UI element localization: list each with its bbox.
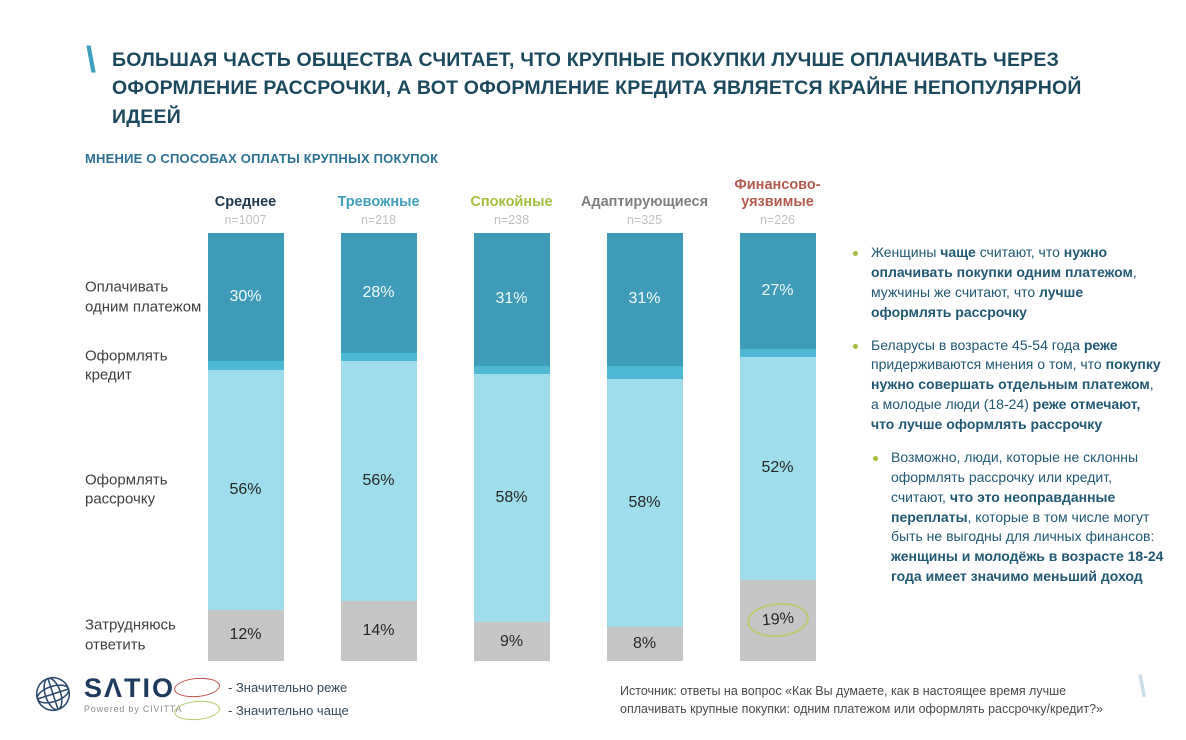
insight-bullet: Беларусы в возрасте 45-54 года реже прид…: [853, 336, 1165, 435]
stacked-bar-chart: Среднее n=1007 Тревожные n=218 Спокойные n=23…: [85, 174, 850, 661]
bullet-marker-icon: [853, 251, 858, 256]
globe-icon: [35, 676, 71, 712]
bar-segment: 52%: [739, 357, 816, 580]
insight-bullet: Возможно, люди, которые не склонны оформ…: [873, 448, 1165, 587]
bar-segment: 58%: [473, 374, 550, 623]
segment-value-label: 56%: [362, 472, 395, 490]
category-name: Среднее: [214, 193, 277, 210]
bullet-marker-icon: [853, 343, 858, 349]
segment-value-label: 28%: [362, 283, 395, 301]
sample-size: n=218: [360, 212, 397, 227]
segment-value-label: 12%: [229, 626, 262, 644]
answer-row-label: Затрудняюсь ответить: [85, 616, 176, 654]
legend-ellipse-icon: [173, 699, 221, 722]
stacked-bar: 30% 56% 12%: [207, 233, 284, 661]
source-note: Источник: ответы на вопрос «Как Вы думае…: [620, 684, 1103, 717]
legend: - Значительно реже - Значительно чаще: [173, 676, 349, 722]
segment-value-label: 31%: [628, 290, 661, 308]
bars-area: Оплачивать одним платежом Оформлять креди…: [85, 233, 850, 661]
segment-value-label: 56%: [229, 480, 262, 498]
category-header: Спокойные n=238: [445, 194, 578, 230]
bar-segment: 56%: [340, 361, 417, 602]
bar-column: 27% 52% 19%: [711, 233, 844, 661]
insight-text: Беларусы в возрасте 45-54 года реже прид…: [871, 336, 1161, 433]
bar-segment: 27%: [739, 233, 816, 349]
bar-segment: [473, 365, 550, 375]
insights-panel: Женщины чаще считают, что нужно оплачива…: [853, 243, 1165, 600]
bar-segment: 14%: [340, 601, 417, 661]
sample-size: n=226: [759, 212, 796, 227]
logo-tagline: Powered by CIVITTA: [84, 703, 183, 714]
bar-segment: 56%: [207, 369, 284, 610]
bar-segment: [739, 348, 816, 358]
chart-subtitle: МНЕНИЕ О СПОСОБАХ ОПЛАТЫ КРУПНЫХ ПОКУПОК: [85, 151, 439, 166]
row-labels-column: Оплачивать одним платежом Оформлять креди…: [85, 233, 201, 661]
category-name: Спокойные: [470, 193, 553, 210]
category-header: Адаптирующиеся n=325: [578, 194, 711, 230]
bar-segment: 19%: [739, 579, 816, 661]
bar-segment: 31%: [606, 233, 683, 366]
segment-value-label: 58%: [628, 493, 661, 511]
answer-row-label: Оплачивать одним платежом: [85, 278, 202, 316]
insight-bullet: Женщины чаще считают, что нужно оплачива…: [853, 243, 1165, 323]
footer-slash-mark: \: [1138, 670, 1147, 703]
bar-segment: 8%: [606, 626, 683, 661]
bar-segment: [340, 352, 417, 362]
category-name: Тревожные: [337, 193, 420, 210]
stacked-bar: 28% 56% 14%: [340, 233, 417, 661]
segment-value-label: 52%: [761, 459, 794, 477]
category-headers: Среднее n=1007 Тревожные n=218 Спокойные n=23…: [179, 174, 850, 230]
bar-column: 31% 58% 9%: [445, 233, 578, 661]
segment-value-label: 27%: [761, 281, 794, 299]
legend-ellipse-icon: [173, 676, 221, 699]
bar-column: 28% 56% 14%: [312, 233, 445, 661]
page-title: БОЛЬШАЯ ЧАСТЬ ОБЩЕСТВА СЧИТАЕТ, ЧТО КРУП…: [112, 49, 1082, 128]
bar-segment: [606, 365, 683, 379]
answer-row-label: Оформлять кредит: [85, 347, 168, 384]
bar-segment: 28%: [340, 233, 417, 353]
bar-segment: 30%: [207, 233, 284, 362]
significantly-more-ellipse: 19%: [745, 600, 810, 640]
legend-item: - Значительно реже: [173, 676, 349, 699]
bar-segment: 58%: [606, 378, 683, 627]
satio-logo: SΛTIO Powered by CIVITTA: [30, 671, 182, 717]
insight-text: Возможно, люди, которые не склонны оформ…: [891, 448, 1164, 585]
segment-value-label: 19%: [760, 609, 795, 630]
title-slash-mark: \: [86, 39, 97, 80]
stacked-bar: 31% 58% 9%: [473, 233, 550, 661]
category-header: Финансово-уязвимые n=226: [711, 177, 844, 230]
bar-segment: 12%: [207, 609, 284, 661]
bar-segment: [207, 361, 284, 370]
bar-column: 31% 58% 8%: [578, 233, 711, 661]
bullet-marker-icon: [873, 455, 878, 461]
legend-label: - Значительно реже: [228, 680, 348, 695]
segment-value-label: 14%: [362, 622, 395, 639]
sample-size: n=325: [626, 212, 663, 227]
logo-wordmark: SΛTIO: [84, 672, 176, 703]
bar-column: 30% 56% 12%: [179, 233, 312, 661]
bar-segment: 31%: [473, 233, 550, 366]
sample-size: n=1007: [224, 212, 267, 227]
stacked-bar: 31% 58% 8%: [606, 233, 683, 661]
insight-text: Женщины чаще считают, что нужно оплачива…: [871, 244, 1137, 320]
bar-segment: 9%: [473, 622, 550, 661]
segment-value-label: 30%: [229, 288, 262, 306]
category-name: Финансово-уязвимые: [734, 177, 821, 210]
category-name: Адаптирующиеся: [580, 193, 709, 210]
category-header: Среднее n=1007: [179, 194, 312, 230]
legend-label: - Значительно чаще: [228, 703, 349, 718]
segment-value-label: 58%: [495, 489, 528, 507]
answer-row-label: Оформлять рассрочку: [85, 471, 168, 508]
segment-value-label: 8%: [632, 634, 657, 652]
segment-value-label: 9%: [499, 632, 524, 650]
segment-value-label: 31%: [495, 290, 528, 308]
category-header: Тревожные n=218: [312, 194, 445, 230]
sample-size: n=238: [493, 212, 530, 227]
legend-item: - Значительно чаще: [173, 699, 349, 722]
stacked-bar: 27% 52% 19%: [739, 233, 816, 661]
